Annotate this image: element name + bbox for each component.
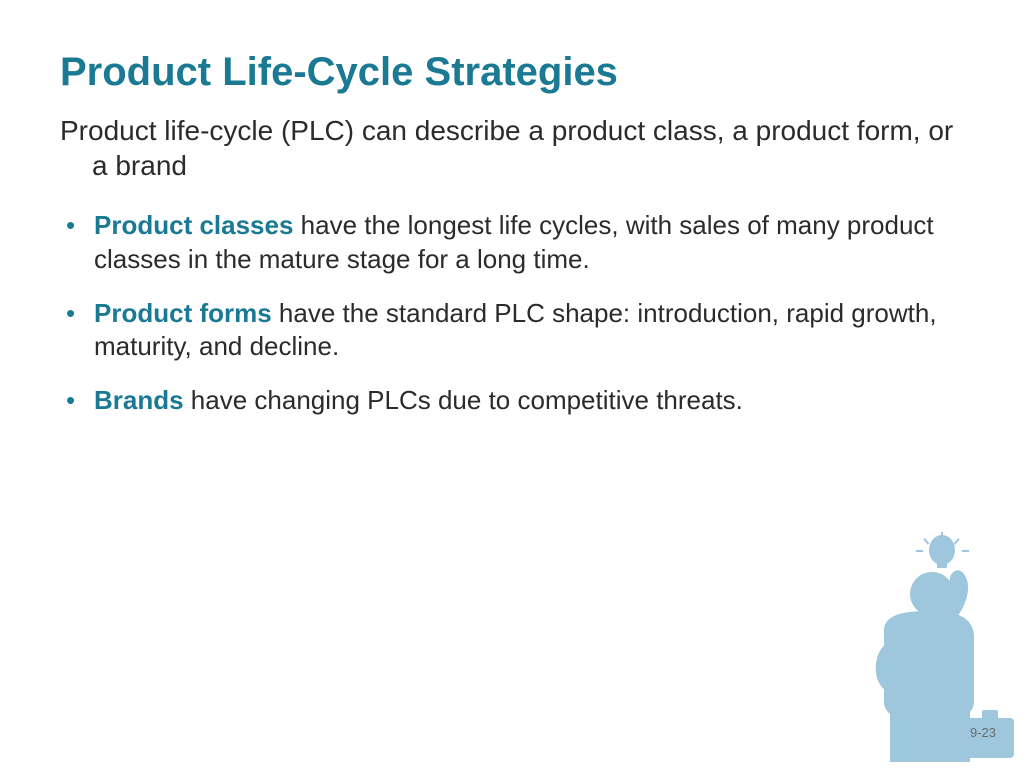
slide: Product Life-Cycle Strategies Product li… bbox=[0, 0, 1024, 768]
list-item: Product forms have the standard PLC shap… bbox=[60, 297, 964, 365]
bullet-list: Product classes have the longest life cy… bbox=[60, 209, 964, 418]
bullet-rest: have changing PLCs due to competitive th… bbox=[184, 385, 743, 415]
bullet-lead: Product forms bbox=[94, 298, 272, 328]
bullet-lead: Product classes bbox=[94, 210, 293, 240]
list-item: Product classes have the longest life cy… bbox=[60, 209, 964, 277]
list-item: Brands have changing PLCs due to competi… bbox=[60, 384, 964, 418]
bullet-lead: Brands bbox=[94, 385, 184, 415]
slide-subtitle: Product life-cycle (PLC) can describe a … bbox=[60, 113, 964, 183]
page-number: 9-23 bbox=[970, 725, 996, 740]
slide-subtitle-text: Product life-cycle (PLC) can describe a … bbox=[60, 113, 964, 183]
slide-title: Product Life-Cycle Strategies bbox=[60, 50, 964, 95]
